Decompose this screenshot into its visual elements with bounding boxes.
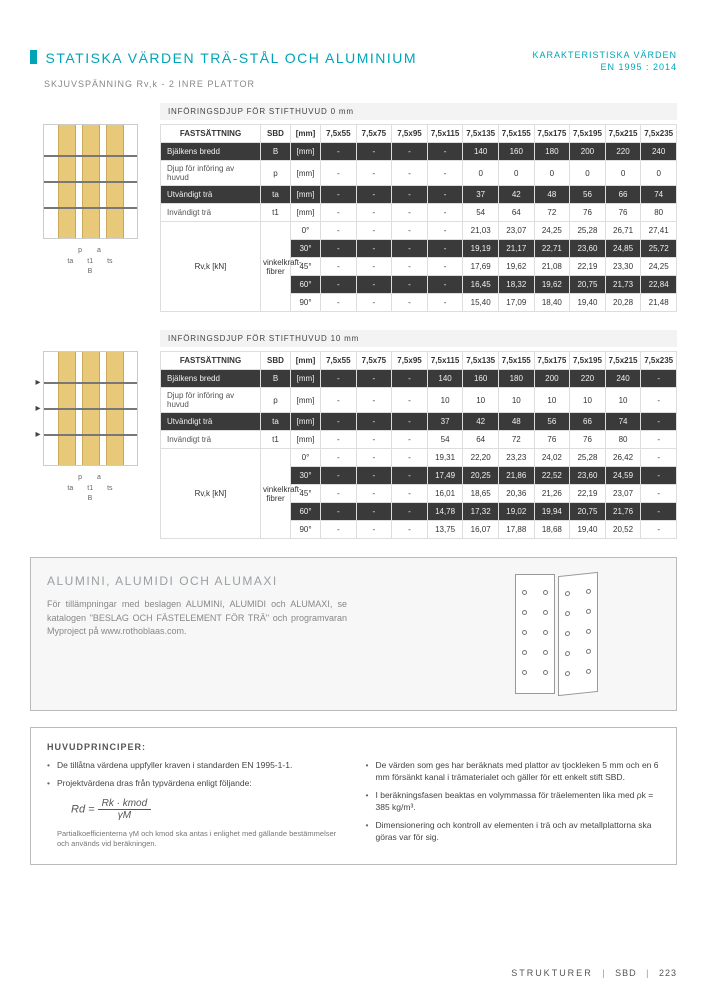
t1-r-utv: Utvändigt trä [161, 186, 261, 204]
d2-ta: ta [67, 485, 73, 492]
infobox-image [480, 574, 660, 694]
footer-a: STRUKTURER [511, 968, 593, 978]
title-marker [30, 50, 37, 64]
d1-b: B [30, 268, 150, 275]
d1-ts: ts [107, 258, 112, 265]
page-title: STATISKA VÄRDEN TRÄ-STÅL OCH ALUMINIUM [46, 50, 418, 66]
header-right: KARAKTERISTISKA VÄRDEN EN 1995 : 2014 [532, 50, 677, 73]
formula-num: Rk · kmod [98, 798, 152, 810]
d2-p: p [78, 474, 83, 481]
infobox-title: ALUMINI, ALUMIDI OCH ALUMAXI [47, 574, 460, 588]
d2-b: B [30, 495, 150, 502]
t1-vinkel: vinkelkraft-fibrer [261, 222, 291, 312]
section2-band: INFÖRINGSDJUP FÖR STIFTHUVUD 10 mm [160, 330, 677, 347]
t1-h-unit: [mm] [291, 125, 321, 143]
table-1: FASTSÄTTNING SBD [mm] 7,5x557,5x757,5x95… [160, 124, 677, 312]
d2-ts: ts [107, 485, 112, 492]
d1-a: a [97, 247, 102, 254]
table-2: FASTSÄTTNING SBD [mm] 7,5x557,5x757,5x95… [160, 351, 677, 539]
principles-right-2: Dimensionering och kontroll av elementen… [366, 820, 661, 844]
d1-ta: ta [67, 258, 73, 265]
header: STATISKA VÄRDEN TRÄ-STÅL OCH ALUMINIUM K… [30, 50, 677, 73]
principles-right-1: I beräkningsfasen beaktas en volymmassa … [366, 790, 661, 814]
principles-box: HUVUDPRINCIPER: De tillåtna värdena uppf… [30, 727, 677, 864]
principles-right-0: De värden som ges har beräknats med plat… [366, 760, 661, 784]
infobox: ALUMINI, ALUMIDI OCH ALUMAXI För tillämp… [30, 557, 677, 711]
section1-band: INFÖRINGSDJUP FÖR STIFTHUVUD 0 mm [160, 103, 677, 120]
formula-den: γM [98, 810, 152, 821]
d1-t1: t1 [87, 258, 93, 265]
t1-rvk: Rv,k [kN] [161, 222, 261, 312]
t1-r-bjalk: Bjälkens bredd [161, 143, 261, 161]
d2-a: a [97, 474, 102, 481]
footer-c: 223 [659, 968, 677, 978]
principles-title: HUVUDPRINCIPER: [47, 742, 342, 752]
header-right-line1: KARAKTERISTISKA VÄRDEN [532, 50, 677, 62]
subtitle: SKJUVSPÄNNING Rv,k - 2 INRE PLATTOR [44, 79, 677, 89]
infobox-body: För tillämpningar med beslagen ALUMINI, … [47, 598, 347, 639]
diagram-2: ▸ ▸ ▸ [43, 351, 138, 466]
footer-b: SBD [615, 968, 637, 978]
principles-note: Partialkoefficienterna γM och kmod ska a… [57, 829, 342, 849]
t1-h-sbd: SBD [261, 125, 291, 143]
diagram-col-1: p a ta t1 ts B [30, 124, 150, 312]
t1-r-djup: Djup för införing av huvud [161, 161, 261, 186]
d2-t1: t1 [87, 485, 93, 492]
header-right-line2: EN 1995 : 2014 [532, 62, 677, 74]
d1-p: p [78, 247, 83, 254]
formula: Rd = Rk · kmod γM [71, 798, 342, 821]
formula-lhs: Rd = [71, 804, 95, 816]
block-1: p a ta t1 ts B FASTSÄTTNING SBD [mm] [30, 124, 677, 312]
principles-left-1: Projektvärdena dras från typvärdena enli… [47, 778, 342, 790]
t1-r-inv: Invändigt trä [161, 204, 261, 222]
diagram-col-2: ▸ ▸ ▸ p a ta t1 ts B [30, 351, 150, 539]
principles-left-0: De tillåtna värdena uppfyller kraven i s… [47, 760, 342, 772]
diagram-1 [43, 124, 138, 239]
block-2: ▸ ▸ ▸ p a ta t1 ts B FASTSÄ [30, 351, 677, 539]
footer: STRUKTURER | SBD | 223 [511, 968, 677, 978]
t1-h-fast: FASTSÄTTNING [161, 125, 261, 143]
